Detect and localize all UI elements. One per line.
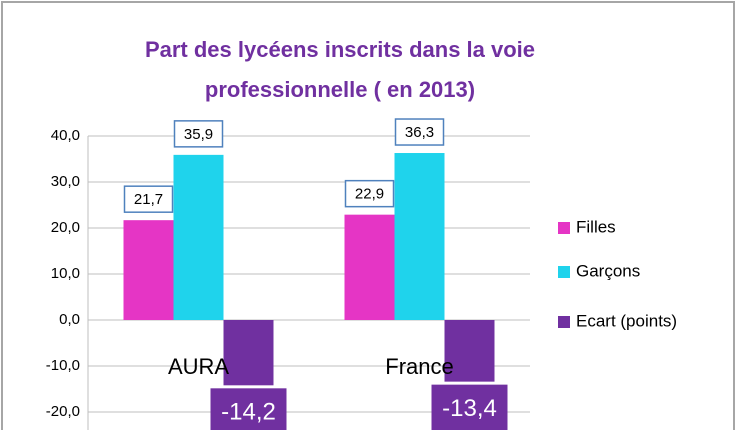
value-label-box (394, 118, 445, 146)
y-tick-label: 40,0 (51, 127, 80, 144)
legend-label: Ecart (points) (576, 311, 677, 330)
bar (344, 214, 395, 320)
value-label: -13,4 (442, 395, 497, 422)
y-tick-label: 30,0 (51, 173, 80, 190)
value-label: 36,3 (405, 124, 434, 141)
y-tick-label: -10,0 (46, 357, 80, 374)
bar (173, 154, 224, 320)
y-tick-label: 0,0 (59, 311, 80, 328)
value-label-box (123, 185, 174, 213)
legend-label: Garçons (576, 261, 640, 280)
value-label-box (210, 388, 287, 430)
value-label-box (173, 120, 224, 148)
y-tick-label: 20,0 (51, 219, 80, 236)
value-label-box (431, 384, 508, 430)
legend-swatch (558, 316, 570, 328)
bar (444, 320, 495, 382)
x-tick-label: AURA (168, 354, 229, 379)
value-label: 22,9 (355, 186, 384, 203)
bar (223, 320, 274, 386)
value-label: 35,9 (184, 126, 213, 143)
x-tick-label: France (385, 354, 453, 379)
chart-title: Part des lycéens inscrits dans la voie p… (144, 37, 536, 102)
y-tick-label: -20,0 (46, 403, 80, 420)
bar (394, 153, 445, 320)
legend-swatch (558, 266, 570, 278)
value-label: 21,7 (134, 191, 163, 208)
legend-swatch (558, 222, 570, 234)
value-label-box (344, 179, 395, 208)
y-tick-label: 10,0 (51, 265, 80, 282)
value-label: -14,2 (221, 399, 276, 426)
legend-label: Filles (576, 217, 616, 236)
bar (123, 220, 174, 320)
